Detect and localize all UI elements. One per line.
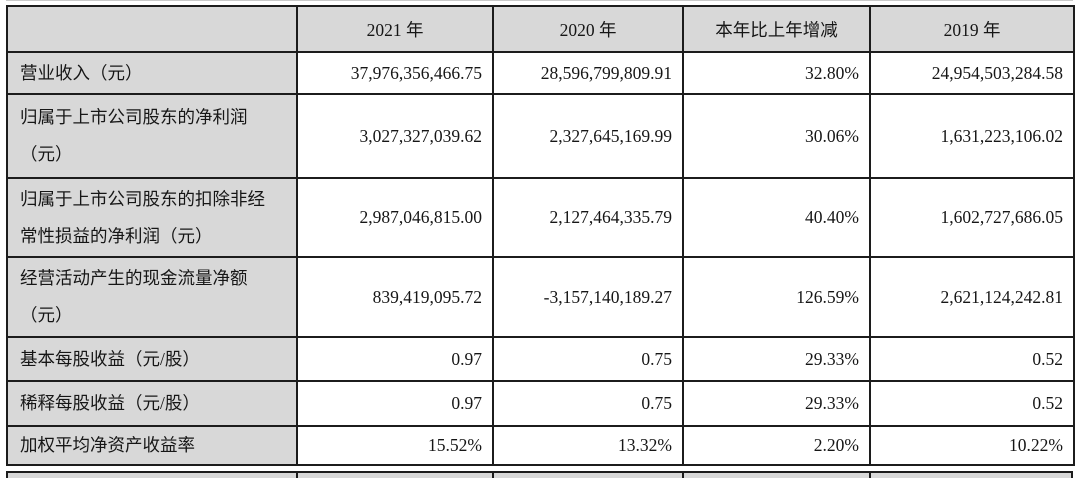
value-2019: 0.52 — [869, 380, 1075, 427]
value-2021: 0.97 — [296, 380, 494, 427]
value-2019: 1,602,727,686.05 — [869, 177, 1075, 258]
value-2020: 28,596,799,809.91 — [492, 51, 684, 95]
previous-row-edge — [6, 0, 1073, 1]
value-change: 40.40% — [682, 177, 871, 258]
value-change: 126.59% — [682, 256, 871, 338]
next-row-cutoff — [6, 471, 1073, 478]
table-row-operating-cash-flow: 经营活动产生的现金流量净额 （元） 839,419,095.72 -3,157,… — [6, 256, 1075, 338]
header-cell-change: 本年比上年增减 — [682, 5, 871, 53]
value-2020: 0.75 — [492, 380, 684, 427]
value-2021: 839,419,095.72 — [296, 256, 494, 338]
value-2021: 2,987,046,815.00 — [296, 177, 494, 258]
column-divider — [869, 473, 871, 478]
column-divider — [296, 473, 298, 478]
row-label: 归属于上市公司股东的扣除非经 常性损益的净利润（元） — [6, 177, 298, 258]
header-row: 2021 年 2020 年 本年比上年增减 2019 年 — [6, 5, 1075, 53]
row-label: 经营活动产生的现金流量净额 （元） — [6, 256, 298, 338]
value-2019: 0.52 — [869, 336, 1075, 382]
value-change: 29.33% — [682, 380, 871, 427]
header-cell-2021: 2021 年 — [296, 5, 494, 53]
table-row-net-profit-excl-nonrecurring: 归属于上市公司股东的扣除非经 常性损益的净利润（元） 2,987,046,815… — [6, 177, 1075, 258]
value-2021: 37,976,356,466.75 — [296, 51, 494, 95]
value-2020: 13.32% — [492, 425, 684, 466]
table-row-net-profit: 归属于上市公司股东的净利润 （元） 3,027,327,039.62 2,327… — [6, 93, 1075, 179]
value-2019: 24,954,503,284.58 — [869, 51, 1075, 95]
value-2021: 15.52% — [296, 425, 494, 466]
value-2020: 0.75 — [492, 336, 684, 382]
row-label: 加权平均净资产收益率 — [6, 425, 298, 466]
header-cell-2019: 2019 年 — [869, 5, 1075, 53]
header-cell-blank — [6, 5, 298, 53]
row-label: 营业收入（元） — [6, 51, 298, 95]
table-row-weighted-avg-roe: 加权平均净资产收益率 15.52% 13.32% 2.20% 10.22% — [6, 425, 1075, 466]
table-row-diluted-eps: 稀释每股收益（元/股） 0.97 0.75 29.33% 0.52 — [6, 380, 1075, 427]
row-label: 稀释每股收益（元/股） — [6, 380, 298, 427]
value-change: 30.06% — [682, 93, 871, 179]
value-2019: 2,621,124,242.81 — [869, 256, 1075, 338]
table-row-revenue: 营业收入（元） 37,976,356,466.75 28,596,799,809… — [6, 51, 1075, 95]
table-row-basic-eps: 基本每股收益（元/股） 0.97 0.75 29.33% 0.52 — [6, 336, 1075, 382]
value-change: 29.33% — [682, 336, 871, 382]
column-divider — [492, 473, 494, 478]
value-2020: -3,157,140,189.27 — [492, 256, 684, 338]
value-2021: 0.97 — [296, 336, 494, 382]
value-change: 32.80% — [682, 51, 871, 95]
financial-summary-table: 2021 年 2020 年 本年比上年增减 2019 年 营业收入（元） 37,… — [6, 5, 1075, 466]
value-2019: 10.22% — [869, 425, 1075, 466]
value-2019: 1,631,223,106.02 — [869, 93, 1075, 179]
row-label: 归属于上市公司股东的净利润 （元） — [6, 93, 298, 179]
value-change: 2.20% — [682, 425, 871, 466]
header-cell-2020: 2020 年 — [492, 5, 684, 53]
value-2020: 2,127,464,335.79 — [492, 177, 684, 258]
column-divider — [682, 473, 684, 478]
value-2020: 2,327,645,169.99 — [492, 93, 684, 179]
value-2021: 3,027,327,039.62 — [296, 93, 494, 179]
row-label: 基本每股收益（元/股） — [6, 336, 298, 382]
